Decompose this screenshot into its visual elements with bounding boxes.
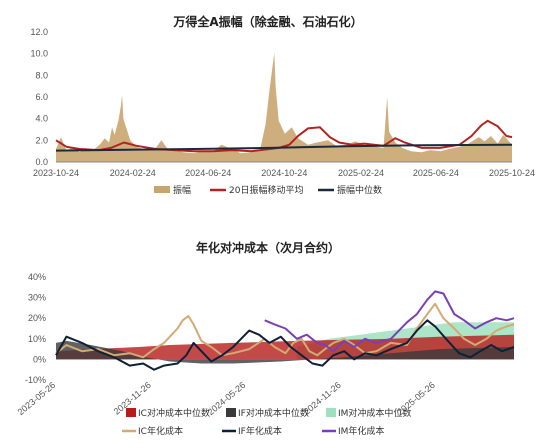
chart-1-x-tick-label: 2025-02-24 — [338, 168, 384, 178]
chart-1-x-tick-label: 2024-10-24 — [261, 168, 307, 178]
legend-label-im-median: IM对冲成本中位数 — [338, 407, 411, 419]
chart-2-y-tick-label: 0% — [33, 354, 46, 364]
chart-1-y-axis: 0.0 2.0 4.0 6.0 8.0 10.0 12.0 — [30, 27, 48, 167]
chart-1-y-tick-label: 8.0 — [35, 70, 48, 80]
chart-2-series-ic — [55, 302, 515, 359]
chart-2-title: 年化对冲成本（次月合约） — [196, 240, 340, 255]
chart-2-series-if — [55, 319, 515, 371]
chart-2-y-tick-label: 30% — [28, 293, 46, 303]
chart-1-y-tick-label: 0.0 — [35, 157, 48, 167]
chart-1-x-tick-label: 2024-02-24 — [110, 168, 156, 178]
chart-2-x-tick-label: 2023-05-26 — [16, 380, 58, 417]
legend-swatch-amplitude — [154, 186, 170, 193]
legend-label-ic-median: IC对冲成本中位数 — [138, 407, 210, 419]
legend-label-im: IM年化成本 — [338, 425, 384, 437]
chart-1: 万得全A振幅（除金融、石油石化） 0.0 2.0 4.0 6.0 8.0 10.0 12.0… — [30, 14, 535, 196]
chart-2-y-axis: -10% 0% 10% 20% 30% 40% — [25, 272, 46, 385]
chart-1-lines — [55, 119, 513, 153]
chart-1-x-tick-label: 2024-06-24 — [185, 168, 231, 178]
chart-1-y-tick-label: 4.0 — [35, 114, 48, 124]
chart-2-y-tick-label: 10% — [28, 334, 46, 344]
chart-1-series-ma — [55, 119, 513, 153]
legend-label-ma: 20日振幅移动平均 — [229, 184, 303, 196]
chart-2-y-tick-label: -10% — [25, 375, 46, 385]
chart-1-legend: 振幅 20日振幅移动平均 振幅中位数 — [154, 184, 382, 196]
chart-2: 年化对冲成本（次月合约） -10% 0% 10% 20% 30% 40% 2023-05-… — [16, 240, 515, 437]
chart-1-y-tick-label: 12.0 — [30, 27, 48, 37]
legend-swatch-ic-median — [126, 408, 136, 417]
legend-label-if-median: IF对冲成本中位数 — [238, 407, 309, 419]
chart-2-series-im — [264, 290, 515, 353]
chart-2-legend: IC对冲成本中位数 IF对冲成本中位数 IM对冲成本中位数 IC年化成本 IF年… — [122, 407, 411, 437]
legend-label-median: 振幅中位数 — [337, 184, 382, 196]
chart-1-y-tick-label: 6.0 — [35, 92, 48, 102]
chart-1-y-tick-label: 2.0 — [35, 135, 48, 145]
chart-2-median-areas — [56, 322, 514, 364]
chart-1-y-tick-label: 10.0 — [30, 49, 48, 59]
chart-2-series-if-median — [56, 340, 514, 364]
legend-label-if: IF年化成本 — [238, 425, 282, 437]
legend-swatch-im-median — [326, 408, 336, 417]
chart-1-title: 万得全A振幅（除金融、石油石化） — [172, 14, 362, 29]
legend-swatch-if-median — [226, 408, 236, 417]
chart-1-x-tick-label: 2025-10-24 — [489, 168, 535, 178]
legend-label-ic: IC年化成本 — [138, 425, 183, 437]
chart-1-x-tick-label: 2025-06-24 — [413, 168, 459, 178]
chart-2-y-tick-label: 40% — [28, 272, 46, 282]
chart-1-x-tick-label: 2023-10-24 — [33, 168, 79, 178]
chart-2-y-tick-label: 20% — [28, 313, 46, 323]
chart-2-lines — [55, 290, 515, 371]
chart-1-series-median — [55, 143, 513, 152]
chart-1-x-axis: 2023-10-24 2024-02-24 2024-06-24 2024-10-24… — [33, 168, 535, 178]
legend-label-amplitude: 振幅 — [173, 184, 191, 196]
